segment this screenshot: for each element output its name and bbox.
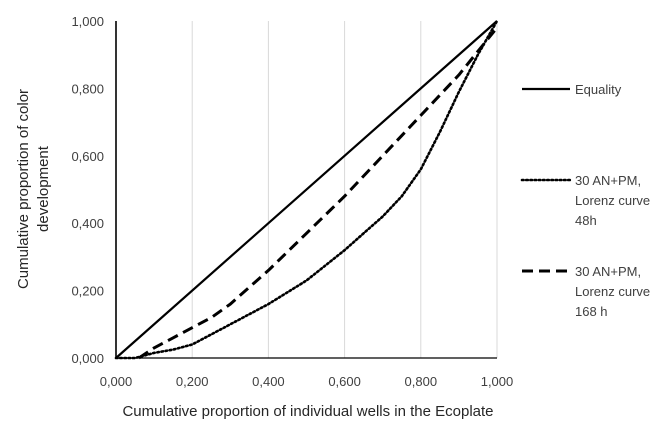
y-axis-title: Cumulative proportion of color developmen… [15,89,52,289]
gridlines [191,21,498,358]
y-tick-label: 0,800 [71,81,104,96]
y-tick-label: 0,000 [71,351,104,366]
series-line-1 [115,20,498,359]
x-tick-label: 0,600 [328,374,361,389]
legend-label: 48h [575,213,597,228]
x-tick-label: 0,800 [405,374,438,389]
legend-label: Lorenz curve [575,193,650,208]
legend-label: 30 AN+PM, [575,173,641,188]
y-tick-label: 0,400 [71,216,104,231]
legend-label: 168 h [575,304,608,319]
y-tick-label: 0,600 [71,149,104,164]
legend-label: Equality [575,82,622,97]
x-axis-title: Cumulative proportion of individual well… [122,403,493,420]
x-tick-label: 1,000 [481,374,514,389]
tick-labels: 0,000 0,200 0,400 0,600 0,800 1,000 0,000 0,200… [71,14,513,389]
x-tick-label: 0,000 [100,374,133,389]
legend-label: Lorenz curve [575,284,650,299]
plot-series [114,19,499,360]
x-tick-label: 0,400 [252,374,285,389]
y-tick-label: 0,200 [71,284,104,299]
legend-label: 30 AN+PM, [575,264,641,279]
series-line-3 [138,26,499,360]
x-tick-label: 0,200 [176,374,209,389]
y-tick-label: 1,000 [71,14,104,29]
axes [115,21,497,359]
legend: Equality 30 AN+PM, Lorenz curve 48h 30 AN+PM… [520,82,650,319]
series-line-2 [114,19,499,360]
